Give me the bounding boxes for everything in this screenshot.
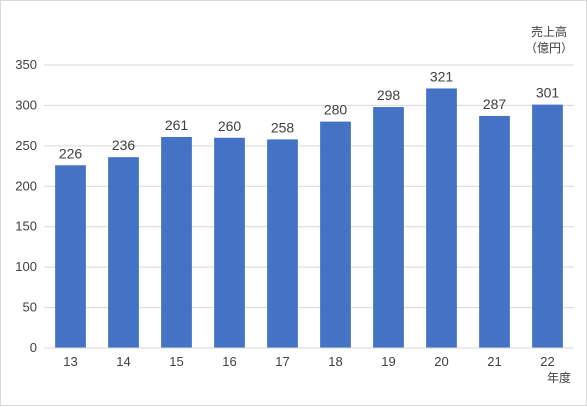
data-label-20: 321	[430, 68, 454, 84]
y-tick-label: 150	[15, 219, 37, 234]
x-tick-label: 21	[487, 354, 501, 369]
bar-18	[320, 121, 351, 348]
y-tick-label: 0	[30, 340, 37, 355]
x-tick-label: 16	[222, 354, 236, 369]
x-tick-label: 17	[275, 354, 289, 369]
data-labels: 226 236 261 260 258 280 298 321 287 301	[59, 68, 560, 161]
x-axis-label: 年度	[547, 370, 571, 385]
y-tick-label: 50	[23, 300, 37, 315]
y-tick-label: 200	[15, 178, 37, 193]
data-label-21: 287	[483, 96, 507, 112]
y-axis-unit: （億円）	[525, 41, 573, 55]
x-tick-label: 15	[169, 354, 183, 369]
bar-15	[161, 136, 192, 348]
x-tick-label: 19	[381, 354, 395, 369]
bar-17	[267, 139, 298, 348]
bar-16	[214, 137, 245, 348]
data-label-15: 261	[165, 117, 189, 133]
data-label-17: 258	[271, 119, 295, 135]
data-label-14: 236	[112, 137, 136, 153]
x-tick-label: 20	[434, 354, 448, 369]
data-label-22: 301	[536, 85, 560, 101]
x-axis-ticks: 13 14 15 16 17 18 19 20 21 22	[63, 354, 554, 369]
data-label-13: 226	[59, 145, 83, 161]
x-tick-label: 18	[328, 354, 342, 369]
bar-19	[373, 107, 404, 348]
bar-21	[479, 115, 510, 348]
y-axis-label: 売上高	[531, 24, 567, 39]
x-tick-label: 13	[63, 354, 77, 369]
bar-20	[426, 88, 457, 348]
data-label-18: 280	[324, 102, 348, 118]
y-tick-label: 100	[15, 259, 37, 274]
y-axis-ticks: 0 50 100 150 200 250 300 350	[15, 57, 37, 355]
x-tick-label: 22	[540, 354, 554, 369]
y-tick-label: 350	[15, 57, 37, 72]
data-label-19: 298	[377, 87, 401, 103]
bar-14	[108, 157, 139, 348]
bar-22	[532, 104, 563, 349]
bar-13	[55, 165, 86, 348]
y-tick-label: 250	[15, 138, 37, 153]
x-tick-label: 14	[116, 354, 130, 369]
bars	[55, 88, 563, 349]
y-tick-label: 300	[15, 97, 37, 112]
data-label-16: 260	[218, 118, 242, 134]
